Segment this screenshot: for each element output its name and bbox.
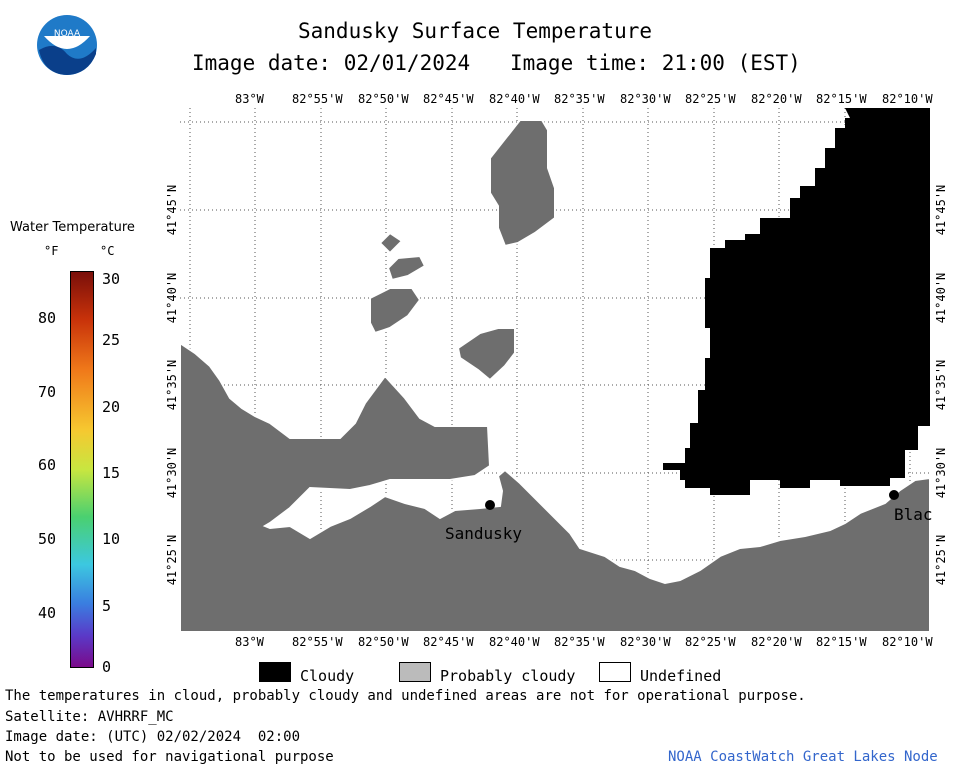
lat-right-4125: 41°25'N [934, 534, 948, 586]
lat-left-4125: 41°25'N [165, 534, 179, 586]
label-sandusky: Sandusky [445, 524, 523, 543]
lon-bot-8230: 82°30'W [620, 635, 671, 649]
c-tick-25: 25 [102, 331, 121, 349]
image-date: Image date: 02/01/2024 [192, 51, 471, 75]
lon-bot-8235: 82°35'W [554, 635, 605, 649]
lon-bot-8220: 82°20'W [751, 635, 802, 649]
lat-right-4135: 41°35'N [934, 359, 948, 411]
lon-top-8210: 82°10'W [882, 92, 933, 106]
logo-text: NOAA [54, 29, 81, 39]
f-tick-50: 50 [38, 530, 57, 548]
lon-top-8255: 82°55'W [292, 92, 343, 106]
colorbar-title: Water Temperature [10, 220, 135, 235]
lon-top-8240: 82°40'W [489, 92, 540, 106]
lon-bot-8215: 82°15'W [816, 635, 867, 649]
lat-left-4130: 41°30'N [165, 447, 179, 499]
f-tick-70: 70 [38, 383, 57, 401]
colorbar [70, 271, 94, 668]
lon-top-8250: 82°50'W [358, 92, 409, 106]
c-tick-10: 10 [102, 530, 121, 548]
lon-bot-8255: 82°55'W [292, 635, 343, 649]
c-tick-0: 0 [102, 658, 112, 676]
c-tick-5: 5 [102, 597, 112, 615]
island-johnson [456, 327, 516, 382]
lon-top-8235: 82°35'W [554, 92, 605, 106]
sandusky-marker [485, 500, 495, 510]
lat-left-4135: 41°35'N [165, 359, 179, 411]
lon-bot-8250: 82°50'W [358, 635, 409, 649]
footer-satellite: Satellite: AVHRRF_MC [5, 709, 174, 725]
lon-top-8225: 82°25'W [685, 92, 736, 106]
colorbar-f-unit: °F [44, 244, 59, 258]
noaa-logo: NOAA [36, 14, 98, 76]
cloudy-region [663, 108, 930, 495]
legend-probably-cloudy-label: Probably cloudy [440, 667, 576, 685]
lon-bot-83: 83°W [235, 635, 264, 649]
lon-top-8230: 82°30'W [620, 92, 671, 106]
footer-nav-warning: Not to be used for navigational purpose [5, 749, 334, 765]
lon-top-83: 83°W [235, 92, 264, 106]
lon-bot-8210: 82°10'W [882, 635, 933, 649]
lat-left-4140: 41°40'N [165, 272, 179, 324]
lon-bot-8245: 82°45'W [423, 635, 474, 649]
c-tick-30: 30 [102, 270, 121, 288]
legend-undefined-label: Undefined [640, 667, 722, 685]
footer-disclaimer: The temperatures in cloud, probably clou… [5, 688, 806, 704]
map-svg [179, 108, 931, 633]
f-tick-60: 60 [38, 456, 57, 474]
island-small-1 [378, 231, 404, 255]
lat-left-4145: 41°45'N [165, 184, 179, 236]
lat-right-4130: 41°30'N [934, 447, 948, 499]
page-title: Sandusky Surface Temperature [298, 19, 653, 43]
legend-undefined-swatch [599, 662, 631, 682]
lon-top-8220: 82°20'W [751, 92, 802, 106]
footer-utc-date: Image date: (UTC) 02/02/2024 02:00 [5, 729, 301, 745]
legend-cloudy-swatch [259, 662, 291, 682]
lon-top-8215: 82°15'W [816, 92, 867, 106]
label-blac: Blac [894, 505, 933, 524]
legend-probably-cloudy-swatch [399, 662, 431, 682]
lon-top-8245: 82°45'W [423, 92, 474, 106]
f-tick-40: 40 [38, 604, 57, 622]
island-small-3 [369, 287, 422, 335]
blac-marker [889, 490, 899, 500]
lon-bot-8225: 82°25'W [685, 635, 736, 649]
footer-credit: NOAA CoastWatch Great Lakes Node [668, 749, 938, 765]
land-mainland [179, 341, 931, 633]
image-time: Image time: 21:00 (EST) [510, 51, 801, 75]
c-tick-15: 15 [102, 464, 121, 482]
legend-cloudy-label: Cloudy [300, 667, 355, 685]
colorbar-c-unit: °C [100, 244, 115, 258]
island-kelleys [489, 119, 556, 248]
lat-right-4140: 41°40'N [934, 272, 948, 324]
lon-bot-8240: 82°40'W [489, 635, 540, 649]
lat-right-4145: 41°45'N [934, 184, 948, 236]
island-small-2 [386, 254, 427, 282]
f-tick-80: 80 [38, 309, 57, 327]
map-frame [179, 108, 931, 633]
c-tick-20: 20 [102, 398, 121, 416]
